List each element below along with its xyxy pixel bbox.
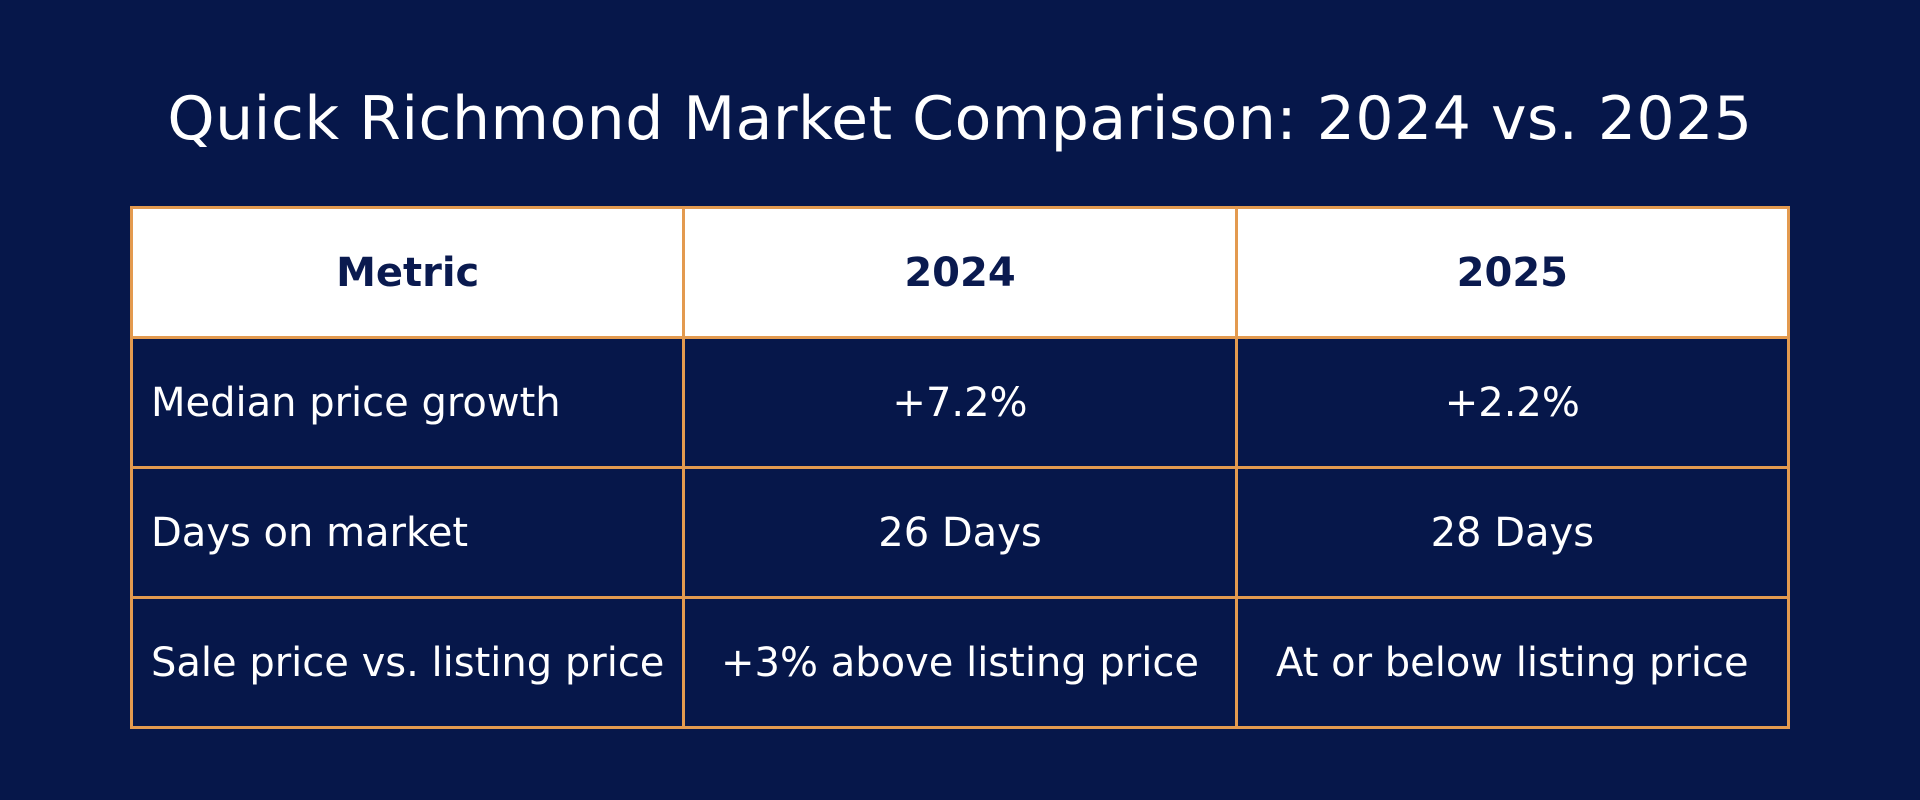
row-metric-label: Days on market [129, 466, 686, 599]
row-value-2024: +7.2% [682, 336, 1238, 469]
row-value-2025: At or below listing price [1234, 596, 1791, 729]
header-2025: 2025 [1234, 206, 1791, 339]
row-metric-label: Sale price vs. listing price [129, 596, 686, 729]
table-row: Days on market 26 Days 28 Days [129, 466, 1791, 599]
row-value-2024: +3% above listing price [682, 596, 1238, 729]
header-2024: 2024 [682, 206, 1238, 339]
row-value-2025: +2.2% [1234, 336, 1791, 469]
row-metric-label: Median price growth [129, 336, 686, 469]
table-row: Sale price vs. listing price +3% above l… [129, 596, 1791, 729]
row-value-2025: 28 Days [1234, 466, 1791, 599]
table-header-row: Metric 2024 2025 [129, 206, 1791, 339]
table-row: Median price growth +7.2% +2.2% [129, 336, 1791, 469]
comparison-table-container: Metric 2024 2025 Median price growth +7.… [129, 206, 1791, 729]
page-title: Quick Richmond Market Comparison: 2024 v… [167, 84, 1753, 154]
comparison-table: Metric 2024 2025 Median price growth +7.… [129, 206, 1791, 729]
row-value-2024: 26 Days [682, 466, 1238, 599]
header-metric: Metric [129, 206, 686, 339]
